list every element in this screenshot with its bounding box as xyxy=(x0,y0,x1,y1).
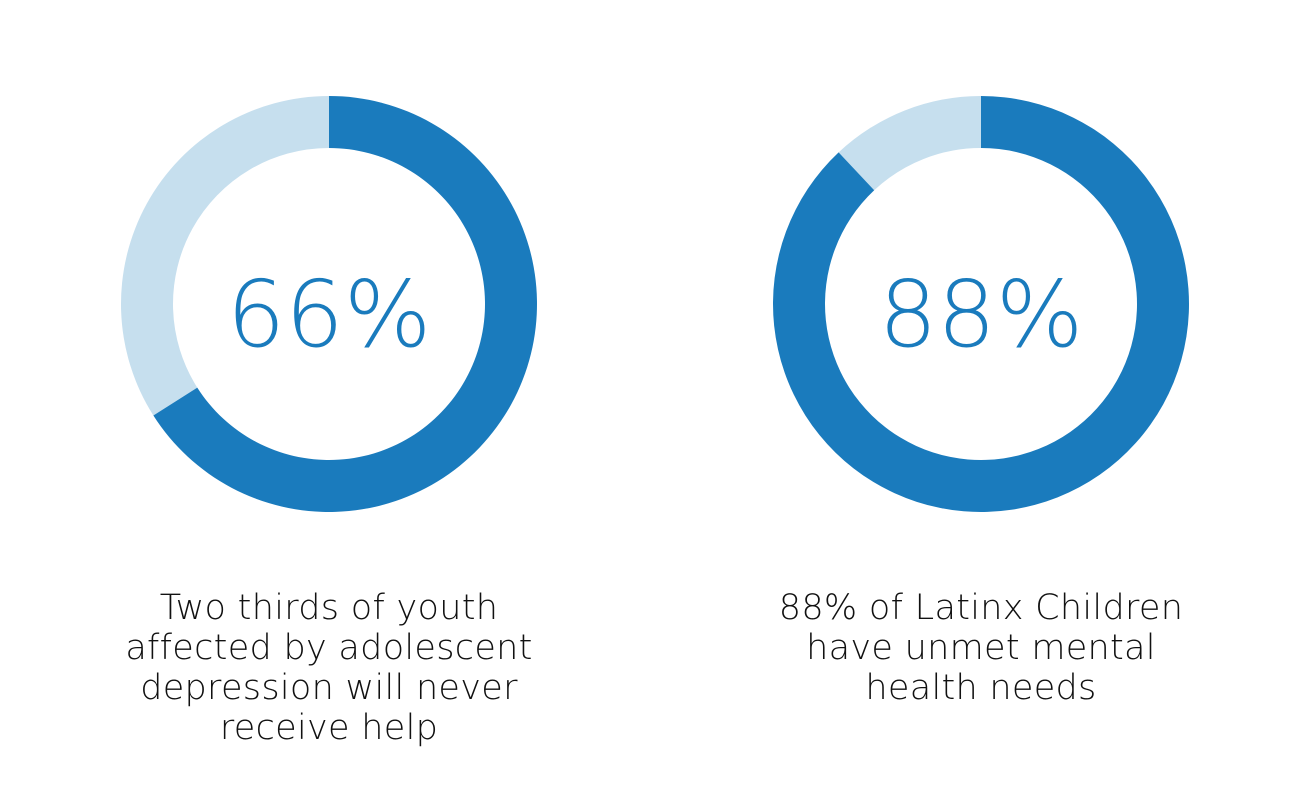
donut-1-center-label: 66% xyxy=(227,261,431,368)
donut-2: 88% xyxy=(773,96,1190,512)
donut-2-caption: 88% of Latinx Children have unmet mental… xyxy=(778,588,1184,708)
donut-2-center-label: 88% xyxy=(879,261,1083,368)
donut-1-caption: Two thirds of youth affected by adolesce… xyxy=(125,588,533,748)
donut-1-remaining-arc xyxy=(121,96,329,416)
donut-1: 66% xyxy=(121,96,537,513)
donut-2-remaining-arc xyxy=(838,96,981,191)
